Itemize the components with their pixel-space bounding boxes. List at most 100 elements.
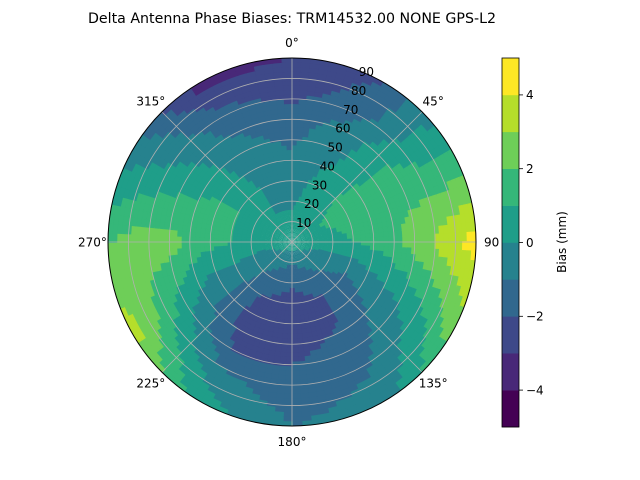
contour-cell [296,238,302,241]
contour-cell [299,314,305,321]
contour-cell [296,243,302,247]
contour-cell [279,220,284,227]
contour-cell [270,221,276,227]
contour-cell [275,260,280,266]
contour-cell [275,218,280,224]
contour-cell [292,242,295,248]
contour-cell [322,251,328,256]
contour-cell [293,246,296,252]
contour-cell [283,224,287,230]
contour-cell [365,245,371,251]
contour-cell [281,258,285,264]
contour-cell [297,268,301,275]
contour-cell [259,243,265,246]
contour-cell [279,252,284,258]
contour-cell [283,310,289,317]
contour-cell [274,233,280,237]
contour-cell [281,210,285,216]
contour-cell [283,244,289,248]
contour-cell [314,234,320,238]
contour-cell [278,251,283,257]
contour-cell [277,244,284,247]
contour-cell [305,225,311,231]
contour-cell [292,246,295,252]
contour-cell [262,254,269,259]
contour-cell [304,235,311,238]
contour-cell [282,249,287,254]
contour-cell [296,224,300,230]
contour-cell [300,236,306,240]
contour-cell [296,214,300,220]
contour-cell [268,239,274,242]
contour-cell [282,273,286,279]
contour-cell [278,236,284,240]
contour-cell [296,254,300,260]
contour-cell [289,246,292,252]
angular-tick-label: 225° [136,377,165,391]
contour-cell [301,262,306,269]
contour-cell [208,241,214,247]
contour-cell [236,244,242,249]
contour-cell [292,246,295,252]
contour-cell [298,263,303,270]
contour-cell [277,251,283,256]
contour-cell [277,229,282,234]
contour-cell [278,244,284,248]
contour-cell [369,228,376,235]
contour-cell [304,197,310,204]
contour-cell [364,229,371,235]
contour-cell [308,248,315,252]
contour-cell [294,233,298,239]
contour-cell [347,241,353,246]
contour-cell [281,253,286,259]
contour-cell [267,226,273,231]
contour-cell [296,209,300,216]
contour-cell [268,244,275,248]
contour-cell [276,266,281,273]
contour-cell [325,255,332,260]
contour-cell [229,300,237,308]
contour-cell [268,225,274,230]
contour-cell [300,235,306,239]
contour-cell [293,283,298,289]
contour-cell [283,209,287,216]
contour-cell [222,248,229,254]
contour-cell [304,246,311,249]
contour-cell [292,222,295,229]
contour-cell [277,238,284,241]
contour-cell [242,225,249,231]
radial-tick-label: 80 [351,84,366,98]
contour-cell [310,243,316,246]
contour-cell [287,167,293,174]
contour-cell [283,244,289,248]
contour-cell [314,244,321,247]
contour-cell [287,232,291,238]
contour-cell [301,221,306,227]
contour-cell [300,262,304,269]
contour-cell [295,213,299,220]
colorbar-label: Bias (mm) [555,211,569,273]
contour-cell [265,250,272,254]
contour-cell [286,250,290,256]
contour-cell [300,237,307,240]
contour-cell [245,243,251,248]
contour-cell [279,281,284,288]
contour-cell [300,227,305,232]
contour-cell [292,218,295,224]
contour-cell [268,235,275,239]
contour-cell [301,227,306,233]
contour-cell [272,214,278,220]
contour-cell [298,305,304,312]
contour-cell [291,292,296,299]
contour-cell [283,244,289,248]
contour-cell [260,231,266,235]
colorbar-tick-label: 4 [526,88,534,102]
contour-cell [305,236,311,240]
contour-cell [303,192,309,199]
contour-cell [294,245,299,250]
contour-cell [297,254,301,260]
contour-cell [286,242,292,245]
contour-cell [282,243,288,247]
contour-cell [274,246,280,250]
contour-cell [288,246,291,252]
